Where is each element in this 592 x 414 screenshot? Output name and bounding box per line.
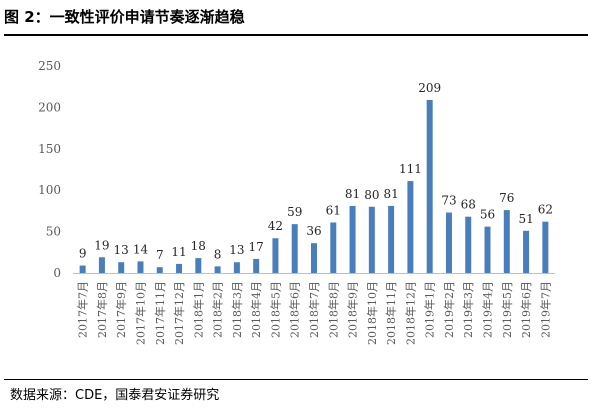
figure-caption: 图 2：一致性评价申请节奏逐渐趋稳: [4, 8, 245, 26]
y-tick-label: 0: [53, 266, 61, 280]
bar: [349, 205, 356, 273]
x-tick-label: 2018年5月: [268, 281, 282, 338]
y-tick-label: 50: [46, 225, 61, 239]
caption-rule: [4, 34, 588, 36]
x-tick-label: 2018年9月: [346, 281, 360, 338]
data-label: 42: [268, 219, 283, 233]
bar: [195, 258, 202, 273]
bar: [388, 205, 395, 273]
bar: [137, 261, 144, 273]
bar: [542, 221, 549, 273]
y-tick-label: 250: [38, 59, 61, 73]
bar: [330, 222, 337, 273]
x-tick-label: 2019年4月: [481, 281, 495, 338]
bar: [176, 263, 183, 273]
x-tick-label: 2019年3月: [461, 281, 475, 338]
x-tick-label: 2017年12月: [172, 281, 186, 345]
data-label: 18: [191, 239, 206, 253]
bar: [368, 206, 375, 273]
bar: [426, 99, 433, 273]
bar: [484, 226, 491, 273]
x-tick-label: 2018年12月: [403, 281, 417, 345]
bar: [465, 216, 472, 273]
y-tick-label: 150: [38, 142, 61, 156]
data-label: 56: [480, 208, 495, 222]
bar: [291, 224, 298, 273]
data-label: 36: [306, 224, 321, 238]
x-tick-label: 2018年10月: [365, 281, 379, 345]
bar: [407, 181, 414, 273]
x-tick-label: 2018年7月: [307, 281, 321, 338]
data-label: 62: [538, 203, 553, 217]
x-tick-label: 2019年7月: [538, 281, 552, 338]
bar: [445, 212, 452, 273]
data-label: 81: [383, 187, 398, 201]
data-label: 59: [287, 205, 302, 219]
x-tick-label: 2017年10月: [133, 281, 147, 345]
bar: [214, 266, 221, 273]
data-label: 9: [79, 247, 87, 261]
data-label: 19: [94, 238, 109, 252]
x-tick-label: 2017年9月: [114, 281, 128, 338]
x-tick-label: 2018年11月: [384, 281, 398, 345]
bar: [523, 230, 530, 273]
x-tick-label: 2019年5月: [500, 281, 514, 338]
data-label: 51: [518, 212, 533, 226]
bar: [156, 267, 163, 273]
y-tick-label: 100: [38, 183, 61, 197]
x-tick-label: 2018年8月: [326, 281, 340, 338]
bar: [233, 262, 240, 273]
data-label: 61: [326, 203, 341, 217]
data-label: 11: [171, 245, 186, 259]
data-label: 81: [345, 187, 360, 201]
bar: [253, 258, 260, 273]
x-tick-label: 2018年3月: [230, 281, 244, 338]
x-tick-label: 2017年11月: [153, 281, 167, 345]
data-label: 68: [461, 198, 476, 212]
x-tick-label: 2017年7月: [76, 281, 90, 338]
bar: [503, 210, 510, 273]
data-label: 14: [133, 242, 149, 256]
x-tick-label: 2018年1月: [191, 281, 205, 338]
x-tick-label: 2019年1月: [423, 281, 437, 338]
y-tick-label: 200: [38, 100, 61, 114]
data-label: 7: [156, 248, 164, 262]
data-label: 76: [499, 191, 514, 205]
x-tick-label: 2019年6月: [519, 281, 533, 338]
source-note: 数据来源：CDE，国泰君安证券研究: [10, 388, 220, 403]
bar: [311, 243, 317, 273]
data-label: 73: [441, 194, 456, 208]
data-label: 8: [214, 247, 222, 261]
x-tick-label: 2018年6月: [288, 281, 302, 338]
source-rule: [4, 379, 588, 380]
bar: [79, 265, 86, 273]
bar: [98, 257, 105, 273]
bar: [118, 262, 125, 273]
x-tick-label: 2018年2月: [211, 281, 225, 338]
bar: [272, 238, 279, 273]
data-label: 80: [364, 188, 379, 202]
data-label: 111: [399, 162, 422, 176]
data-label: 17: [249, 240, 264, 254]
x-tick-label: 2017年8月: [95, 281, 109, 338]
x-tick-label: 2019年2月: [442, 281, 456, 338]
data-label: 13: [114, 243, 129, 257]
data-label: 209: [418, 81, 441, 95]
x-tick-label: 2018年4月: [249, 281, 263, 338]
data-label: 13: [229, 243, 244, 257]
